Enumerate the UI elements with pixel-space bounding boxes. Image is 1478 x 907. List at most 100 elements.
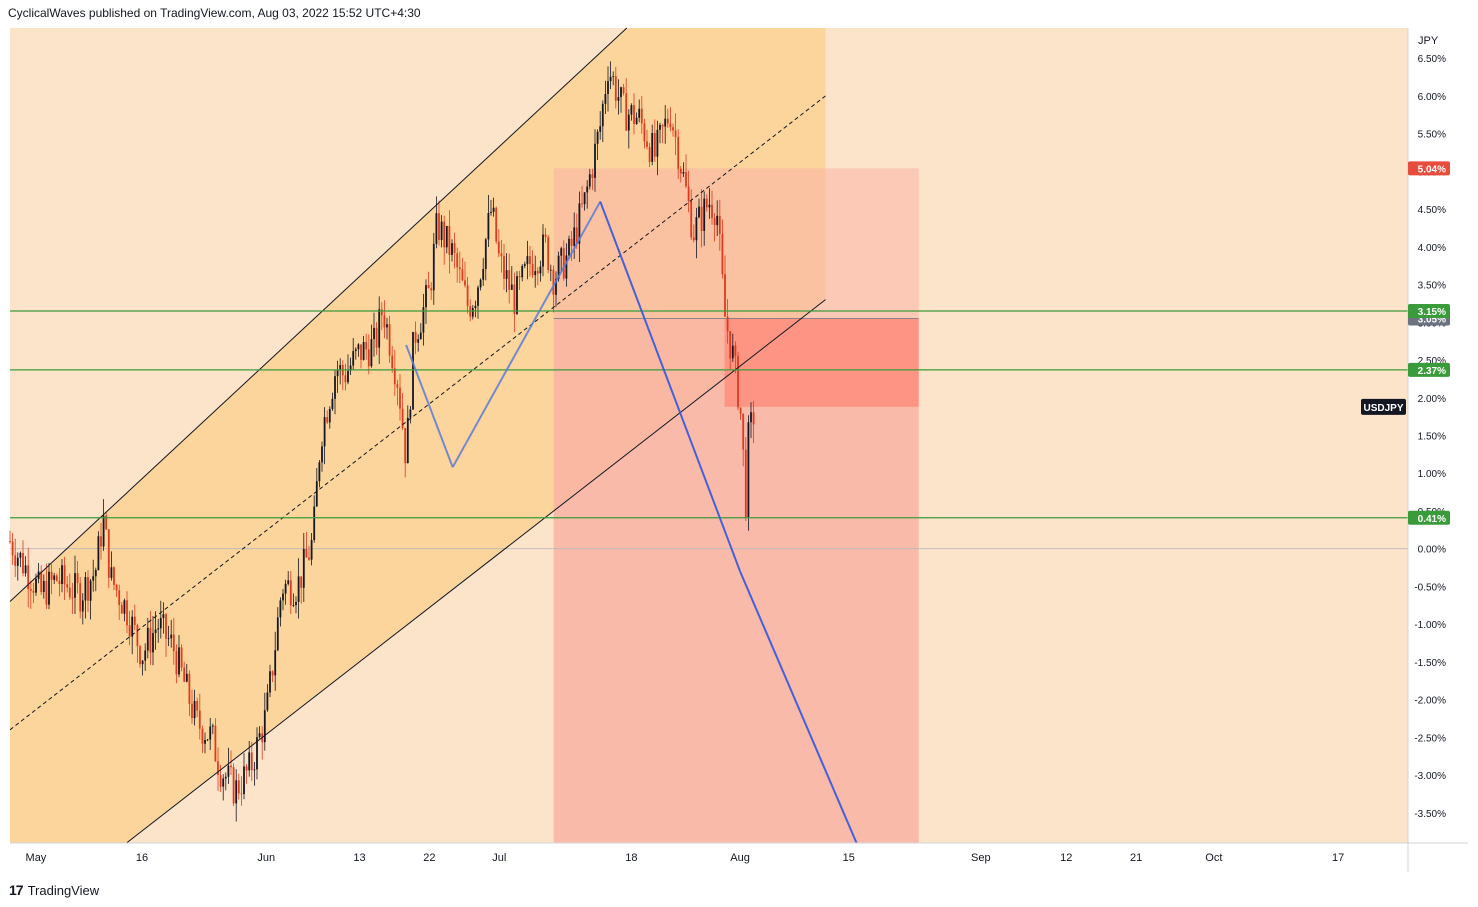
- candle-body: [560, 248, 563, 256]
- candle-body: [308, 557, 310, 560]
- candle-body: [703, 198, 706, 231]
- candle-body: [443, 221, 446, 248]
- candle-body: [588, 174, 591, 187]
- candle-body: [289, 580, 292, 606]
- candle-body: [9, 541, 11, 542]
- candle-body: [79, 583, 82, 612]
- candle-body: [367, 349, 370, 367]
- candle-body: [661, 124, 664, 127]
- candle-body: [747, 422, 750, 518]
- candle-body: [656, 129, 659, 157]
- candle-body: [438, 213, 440, 241]
- candle-body: [586, 186, 589, 193]
- candle-body: [531, 263, 534, 276]
- candle-body: [334, 376, 336, 399]
- candle-body: [687, 186, 690, 201]
- candle-body: [328, 409, 331, 423]
- candle-body: [357, 344, 360, 350]
- candle-body: [248, 752, 251, 771]
- candle-body: [549, 269, 552, 271]
- candle-body: [750, 412, 752, 423]
- candle-body: [708, 204, 711, 208]
- candle-body: [315, 481, 318, 507]
- candle-body: [430, 288, 433, 291]
- candle-body: [154, 629, 157, 634]
- x-tick-label: Jul: [492, 852, 506, 864]
- x-tick-label: 18: [625, 852, 637, 864]
- candle-body: [396, 384, 399, 388]
- candle-body: [575, 227, 578, 244]
- candle-body: [245, 766, 248, 771]
- candle-body: [370, 339, 373, 367]
- y-tick-label: 6.50%: [1418, 54, 1446, 65]
- candle-body: [159, 618, 162, 629]
- footer[interactable]: 17 TradingView: [9, 880, 99, 900]
- candle-body: [118, 590, 121, 606]
- candle-body: [677, 136, 680, 169]
- candle-body: [282, 593, 284, 601]
- axis-unit-label: JPY: [1418, 35, 1439, 47]
- level-tag-bg: [1408, 362, 1450, 377]
- candle-body: [68, 587, 71, 598]
- candle-body: [401, 408, 404, 429]
- candle-body: [269, 671, 271, 693]
- x-tick-label: Sep: [971, 852, 991, 864]
- candle-body: [495, 207, 498, 242]
- candle-body: [451, 243, 453, 255]
- candle-body: [29, 589, 32, 591]
- candle-body: [170, 634, 173, 639]
- level-tag: 3.15%: [1418, 307, 1446, 318]
- candle-body: [604, 94, 607, 104]
- candle-body: [646, 141, 648, 147]
- candle-body: [107, 529, 110, 578]
- candle-body: [734, 345, 737, 357]
- candle-body: [165, 614, 167, 639]
- candle-body: [110, 567, 113, 578]
- candle-body: [471, 308, 474, 317]
- y-tick-label: -0.50%: [1414, 582, 1446, 593]
- candle-body: [674, 130, 677, 137]
- candle-body: [523, 264, 526, 266]
- price-tag: 3.05%: [1418, 315, 1446, 326]
- candle-body: [479, 279, 482, 288]
- candle-body: [344, 375, 347, 383]
- candle-body: [435, 213, 438, 244]
- candle-body: [235, 780, 238, 804]
- candle-body: [227, 765, 230, 777]
- candle-body: [209, 726, 212, 740]
- candle-body: [19, 552, 22, 558]
- time-axis[interactable]: May 16 Jun 13 22 Jul 18 Aug 15 Sep 12 21 Oct 17: [26, 852, 1345, 864]
- price-tag: 5.04%: [1418, 164, 1446, 175]
- candle-body: [66, 584, 69, 588]
- level-tag: 0.41%: [1418, 514, 1446, 525]
- candle-body: [133, 616, 136, 626]
- x-tick-label: 16: [136, 852, 148, 864]
- candle-body: [40, 571, 43, 593]
- y-tick-label: 5.50%: [1418, 130, 1446, 141]
- candle-body: [679, 168, 682, 174]
- x-tick-label: 12: [1060, 852, 1072, 864]
- candle-body: [565, 255, 568, 279]
- candle-body: [695, 217, 698, 241]
- candle-body: [570, 238, 573, 246]
- candle-body: [287, 580, 290, 584]
- candle-body: [399, 387, 401, 409]
- drawings-layer: [9, 27, 1408, 844]
- candle-body: [76, 573, 79, 584]
- candle-body: [744, 449, 747, 518]
- candle-body: [253, 769, 256, 771]
- candle-body: [666, 118, 669, 124]
- candle-body: [365, 342, 368, 350]
- level-tag-bg: [1408, 303, 1450, 318]
- candle-body: [721, 233, 724, 275]
- candle-body: [422, 307, 425, 333]
- candle-body: [458, 267, 461, 270]
- candle-body: [274, 650, 277, 676]
- candle-body: [630, 105, 633, 115]
- candle-body: [32, 590, 35, 593]
- candle-body: [157, 628, 160, 630]
- candle-body: [529, 256, 531, 264]
- candle-body: [573, 227, 576, 246]
- candle-body: [393, 368, 396, 385]
